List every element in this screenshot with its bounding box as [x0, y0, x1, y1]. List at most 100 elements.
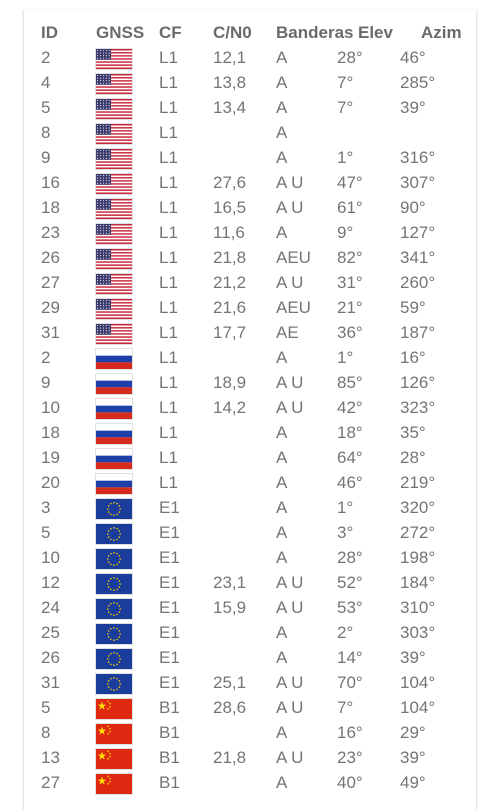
carrier-frequency: L1 — [159, 223, 178, 242]
cn0-value: 25,1 — [213, 673, 247, 692]
elevation-value: 18° — [337, 423, 363, 442]
carrier-frequency: E1 — [159, 623, 180, 642]
carrier-frequency: L1 — [159, 298, 178, 317]
azimuth-value: 29° — [400, 723, 426, 742]
cn0-value: 28,6 — [213, 698, 247, 717]
satellite-id: 18 — [41, 423, 60, 442]
satellite-id: 8 — [41, 723, 51, 742]
satellite-id: 27 — [41, 773, 60, 792]
azimuth-value: 187° — [400, 323, 436, 342]
carrier-frequency: L1 — [159, 148, 178, 167]
cn0-value: 23,1 — [213, 573, 247, 592]
eu-flag-icon — [96, 524, 132, 544]
azimuth-value: 260° — [400, 273, 436, 292]
satellite-id: 12 — [41, 573, 60, 592]
azimuth-value: 323° — [400, 398, 436, 417]
elevation-value: 3° — [337, 523, 354, 542]
azimuth-value: 104° — [400, 698, 436, 717]
carrier-frequency: L1 — [159, 373, 178, 392]
china-flag-icon — [96, 749, 132, 769]
carrier-frequency: L1 — [159, 98, 178, 117]
azimuth-value: 104° — [400, 673, 436, 692]
banderas-value: A U — [276, 198, 304, 217]
elevation-value: 2° — [337, 623, 354, 642]
table-header: ID GNSS CF C/N0 Banderas Elev Azim — [24, 20, 476, 45]
elevation-value: 47° — [337, 173, 363, 192]
azimuth-value: 310° — [400, 598, 436, 617]
carrier-frequency: L1 — [159, 398, 178, 417]
azimuth-value: 184° — [400, 573, 436, 592]
satellite-table-body: 2 L1 12,1 A 28° 46° 4 L1 13,8 A 7° 285° 5 L1 13,4 A 7° 39… — [24, 45, 476, 795]
azimuth-value: 16° — [400, 348, 426, 367]
cn0-value: 16,5 — [213, 198, 247, 217]
carrier-frequency: L1 — [159, 48, 178, 67]
satellite-id: 2 — [41, 48, 51, 67]
banderas-value: AEU — [276, 298, 311, 317]
carrier-frequency: E1 — [159, 673, 180, 692]
satellite-row: 31 L1 17,7 AE 36° 187° — [24, 320, 476, 345]
satellite-row: 16 L1 27,6 A U 47° 307° — [24, 170, 476, 195]
satellite-id: 5 — [41, 98, 51, 117]
satellite-row: 13 B1 21,8 A U 23° 39° — [24, 745, 476, 770]
banderas-value: A — [276, 48, 288, 67]
cn0-value: 21,2 — [213, 273, 247, 292]
elevation-value: 82° — [337, 248, 363, 267]
satellite-id: 31 — [41, 673, 60, 692]
satellite-row: 27 B1 A 40° 49° — [24, 770, 476, 795]
azimuth-value: 303° — [400, 623, 436, 642]
cn0-value: 17,7 — [213, 323, 247, 342]
banderas-value: A — [276, 498, 288, 517]
azimuth-value: 39° — [400, 748, 426, 767]
satellite-id: 20 — [41, 473, 60, 492]
banderas-value: A — [276, 73, 288, 92]
banderas-value: A — [276, 98, 288, 117]
banderas-value: A — [276, 473, 288, 492]
elevation-value: 36° — [337, 323, 363, 342]
russia-flag-icon — [96, 449, 132, 469]
satellite-id: 31 — [41, 323, 60, 342]
satellite-row: 27 L1 21,2 A U 31° 260° — [24, 270, 476, 295]
carrier-frequency: B1 — [159, 773, 180, 792]
russia-flag-icon — [96, 474, 132, 494]
us-flag-icon — [96, 174, 132, 194]
china-flag-icon — [96, 724, 132, 744]
azimuth-value: 28° — [400, 448, 426, 467]
banderas-value: AE — [276, 323, 299, 342]
banderas-value: A — [276, 223, 288, 242]
satellite-row: 25 E1 A 2° 303° — [24, 620, 476, 645]
us-flag-icon — [96, 324, 132, 344]
satellite-status-card: ID GNSS CF C/N0 Banderas Elev Azim 2 L1 12… — [23, 10, 477, 810]
cn0-value: 14,2 — [213, 398, 247, 417]
russia-flag-icon — [96, 374, 132, 394]
eu-flag-icon — [96, 499, 132, 519]
satellite-row: 9 L1 A 1° 316° — [24, 145, 476, 170]
us-flag-icon — [96, 99, 132, 119]
carrier-frequency: E1 — [159, 498, 180, 517]
satellite-id: 16 — [41, 173, 60, 192]
carrier-frequency: E1 — [159, 598, 180, 617]
elevation-value: 42° — [337, 398, 363, 417]
cn0-value: 13,8 — [213, 73, 247, 92]
satellite-id: 2 — [41, 348, 51, 367]
banderas-value: A — [276, 548, 288, 567]
cn0-value: 11,6 — [213, 223, 245, 242]
satellite-row: 12 E1 23,1 A U 52° 184° — [24, 570, 476, 595]
banderas-value: A U — [276, 598, 304, 617]
elevation-value: 53° — [337, 598, 363, 617]
satellite-id: 9 — [41, 373, 51, 392]
banderas-value: A — [276, 123, 288, 142]
carrier-frequency: L1 — [159, 423, 178, 442]
carrier-frequency: B1 — [159, 748, 180, 767]
banderas-value: A U — [276, 273, 304, 292]
cn0-value: 13,4 — [213, 98, 247, 117]
satellite-row: 2 L1 12,1 A 28° 46° — [24, 45, 476, 70]
satellite-id: 18 — [41, 198, 60, 217]
azimuth-value: 39° — [400, 98, 426, 117]
azimuth-value: 320° — [400, 498, 436, 517]
elevation-value: 64° — [337, 448, 363, 467]
satellite-row: 23 L1 11,6 A 9° 127° — [24, 220, 476, 245]
azimuth-value: 127° — [400, 223, 436, 242]
elevation-value: 16° — [337, 723, 363, 742]
azimuth-value: 59° — [400, 298, 426, 317]
us-flag-icon — [96, 149, 132, 169]
